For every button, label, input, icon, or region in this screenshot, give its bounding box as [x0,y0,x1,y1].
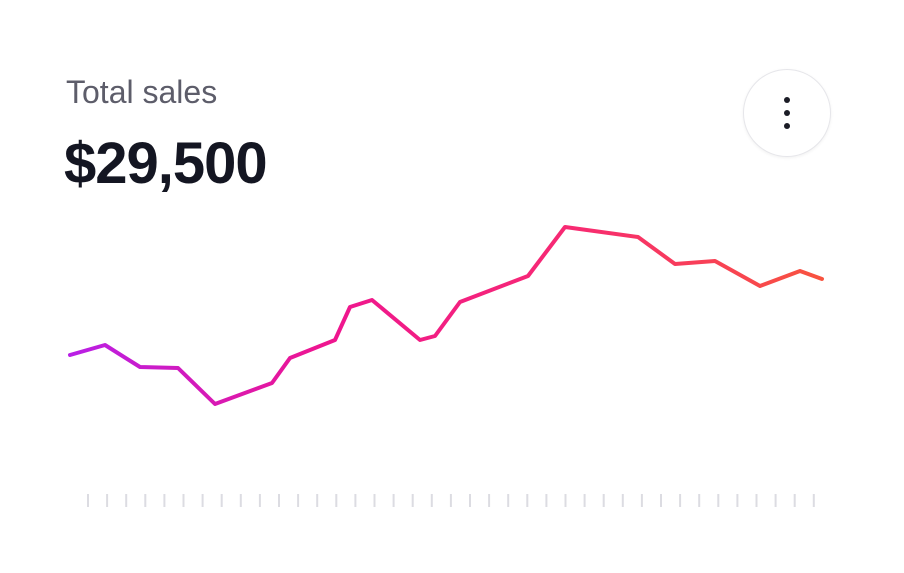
card-title: Total sales [66,74,218,110]
more-menu-button[interactable] [743,69,831,157]
total-value: $29,500 [64,131,268,196]
sales-line [68,225,824,406]
menu-dot [784,97,790,103]
menu-dot [784,110,790,116]
menu-dot [784,123,790,129]
